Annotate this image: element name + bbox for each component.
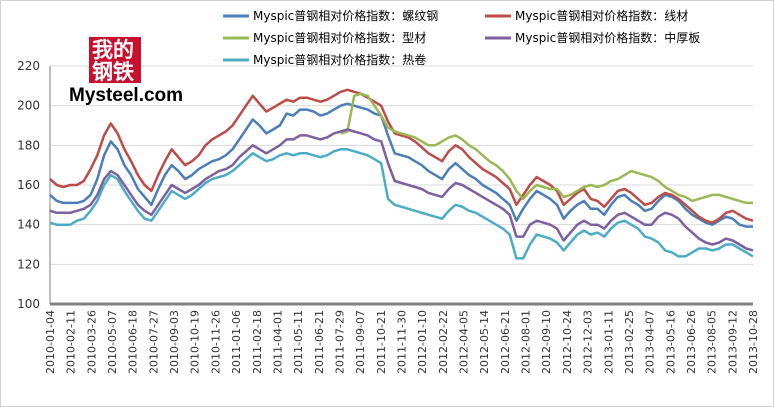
x-tick-label: 2010-11-26 <box>209 310 222 374</box>
x-tick-label: 2011-10-21 <box>375 310 388 374</box>
x-tick-label: 2013-05-16 <box>664 310 677 374</box>
x-tick-label: 2011-06-21 <box>313 310 326 374</box>
logo-en-text: Mysteel.com <box>69 85 183 106</box>
x-tick-label: 2013-09-12 <box>726 310 739 374</box>
x-tick-label: 2011-11-30 <box>396 310 409 374</box>
y-tick-label: 100 <box>17 297 40 311</box>
x-tick-label: 2010-09-03 <box>168 310 181 374</box>
x-tick-label: 2011-04-01 <box>271 310 284 374</box>
axes: 100 120 140 160 180 200 220 2010-01-04 2010-02-1… <box>17 59 760 374</box>
x-tick-label: 2012-09-10 <box>540 310 553 374</box>
x-tick-label: 2013-04-07 <box>644 310 657 374</box>
series-line-4 <box>49 148 754 260</box>
x-tick-label: 2010-07-27 <box>147 310 160 374</box>
x-tick-label: 2012-05-14 <box>478 310 491 374</box>
grid <box>50 65 753 265</box>
x-tick-label: 2011-02-18 <box>251 310 264 374</box>
y-tick-label: 140 <box>17 218 40 232</box>
x-tick-label: 2010-03-26 <box>85 310 98 374</box>
y-tick-label: 120 <box>17 257 40 271</box>
mysteel-logo: 我的 钢铁 Mysteel.com <box>69 37 183 106</box>
x-tick-label: 2012-02-22 <box>437 310 450 374</box>
x-tick-label: 2012-08-01 <box>520 310 533 374</box>
x-tick-label: 2011-07-29 <box>333 310 346 374</box>
x-tick-label: 2012-10-24 <box>561 310 574 374</box>
x-tick-label: 2010-10-19 <box>189 310 202 374</box>
x-tick-label: 2013-02-25 <box>623 310 636 374</box>
series-lines <box>49 88 754 260</box>
y-tick-label: 180 <box>17 138 40 152</box>
y-tick-label: 220 <box>17 59 40 73</box>
y-tick-label: 160 <box>17 178 40 192</box>
series-line-3 <box>49 128 754 252</box>
x-tick-label: 2010-06-18 <box>127 310 140 374</box>
x-tick-label: 2012-06-21 <box>499 310 512 374</box>
legend-label: Myspic普钢相对价格指数：线材 <box>515 8 688 23</box>
y-tick-label: 200 <box>17 99 40 113</box>
series-line-1 <box>49 88 754 224</box>
legend-label: Myspic普钢相对价格指数：螺纹钢 <box>253 8 438 23</box>
x-tick-label: 2011-05-11 <box>292 310 305 374</box>
legend-label: Myspic普钢相对价格指数：中厚板 <box>515 30 700 45</box>
legend-label: Myspic普钢相对价格指数：型材 <box>253 30 426 45</box>
x-tick-label: 2012-12-03 <box>582 310 595 374</box>
series-line-2 <box>340 92 753 205</box>
x-tick-label: 2010-01-04 <box>44 310 57 374</box>
x-tick-label: 2013-08-05 <box>706 310 719 374</box>
legend: Myspic普钢相对价格指数：螺纹钢 Myspic普钢相对价格指数：线材 Myspi… <box>223 8 700 67</box>
x-tick-label: 2013-01-11 <box>602 310 615 374</box>
x-tick-label: 2011-01-06 <box>230 310 243 374</box>
series-line-0 <box>49 102 753 228</box>
x-tick-label: 2011-09-07 <box>354 310 367 374</box>
legend-label: Myspic普钢相对价格指数：热卷 <box>253 52 426 67</box>
x-tick-label: 2013-06-26 <box>685 310 698 374</box>
x-tick-label: 2012-04-05 <box>458 310 471 374</box>
x-tick-label: 2010-02-11 <box>65 310 78 374</box>
logo-cn-bottom: 钢铁 <box>92 59 134 84</box>
logo-badge <box>89 37 141 83</box>
x-tick-label: 2013-10-28 <box>747 310 760 374</box>
logo-cn-top: 我的 <box>92 37 134 62</box>
x-tick-label: 2010-05-07 <box>106 310 119 374</box>
x-tick-label: 2012-01-10 <box>416 310 429 374</box>
